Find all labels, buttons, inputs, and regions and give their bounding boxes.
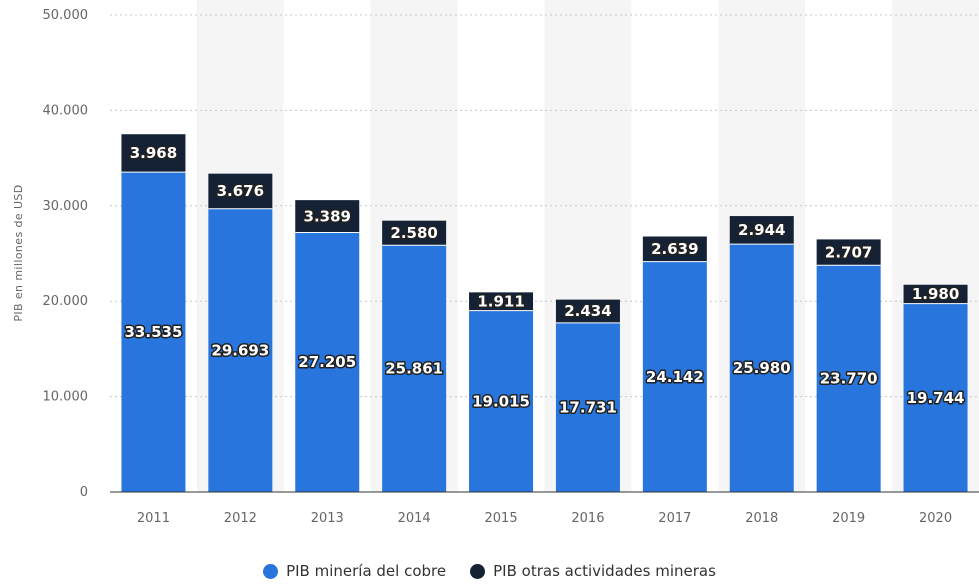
legend-item-otras[interactable]: PIB otras actividades mineras [470,562,716,580]
bar-cobre[interactable] [729,244,794,492]
bar-otras[interactable] [382,220,447,246]
x-tick-label: 2019 [832,511,865,526]
y-tick-label: 30.000 [43,199,89,214]
bar-otras[interactable] [469,292,534,311]
bar-otras[interactable] [642,236,707,262]
legend-swatch-otras [470,563,486,579]
x-tick-label: 2018 [745,511,778,526]
bar-cobre[interactable] [295,232,360,492]
data-label-otras: 2.639 [651,240,698,258]
y-axis-label: PIB en millones de USD [12,184,25,321]
data-label-otras: 2.944 [738,221,785,239]
bar-cobre[interactable] [555,322,620,492]
data-label-cobre: 24.142 [646,368,704,386]
data-label-cobre: 19.744 [907,389,965,407]
y-tick-label: 50.000 [43,8,89,23]
bar-otras[interactable] [121,134,186,173]
y-tick-label: 20.000 [43,294,89,309]
bar-otras[interactable] [295,200,360,233]
data-label-cobre: 33.535 [125,323,183,341]
bar-otras[interactable] [816,239,881,266]
data-label-otras: 1.911 [477,292,524,310]
bar-cobre[interactable] [469,310,534,492]
bar-otras[interactable] [208,173,273,209]
bar-cobre[interactable] [382,245,447,492]
data-label-otras: 2.580 [390,224,437,242]
y-tick-label: 40.000 [43,103,89,118]
bar-cobre[interactable] [121,172,186,492]
x-axis-ticks: 2011 2012 2013 2014 2015 2016 2017 2018 2019 2020 [137,511,952,526]
bar-cobre[interactable] [642,261,707,492]
bar-otras[interactable] [903,284,968,304]
bar-otras[interactable] [729,216,794,245]
data-label-cobre: 25.980 [733,359,791,377]
data-label-otras: 3.676 [217,182,264,200]
bar-cobre[interactable] [816,265,881,492]
bar-cobre[interactable] [208,208,273,493]
x-tick-label: 2013 [311,511,344,526]
legend: PIB minería del cobre PIB otras activida… [0,562,979,580]
data-label-cobre: 25.861 [385,360,443,378]
data-label-otras: 3.968 [130,144,177,162]
x-tick-label: 2011 [137,511,170,526]
x-tick-label: 2020 [919,511,952,526]
x-tick-label: 2014 [398,511,431,526]
x-tick-label: 2016 [571,511,604,526]
bar-otras[interactable] [555,299,620,323]
data-label-cobre: 17.731 [559,398,617,416]
data-label-cobre: 29.693 [211,341,269,359]
data-label-cobre: 27.205 [298,353,356,371]
data-label-otras: 2.434 [564,302,611,320]
data-label-otras: 1.980 [912,285,959,303]
data-label-otras: 3.389 [304,207,351,225]
data-label-cobre: 19.015 [472,392,530,410]
bar-cobre[interactable] [903,303,968,492]
y-axis-ticks: 0 10.000 20.000 30.000 40.000 50.000 [43,8,89,500]
data-label-cobre: 23.770 [820,370,878,388]
legend-item-cobre[interactable]: PIB minería del cobre [263,562,446,580]
legend-swatch-cobre [263,563,279,579]
y-tick-label: 10.000 [43,390,89,405]
y-tick-label: 0 [80,485,88,500]
x-tick-label: 2012 [224,511,257,526]
legend-label-cobre: PIB minería del cobre [286,562,447,580]
legend-label-otras: PIB otras actividades mineras [493,562,716,580]
x-tick-label: 2017 [658,511,691,526]
x-tick-label: 2015 [485,511,518,526]
bars: 33.535 3.968 29.693 3.676 27.205 3.389 25.861 2… [121,134,968,493]
data-label-otras: 2.707 [825,243,872,261]
